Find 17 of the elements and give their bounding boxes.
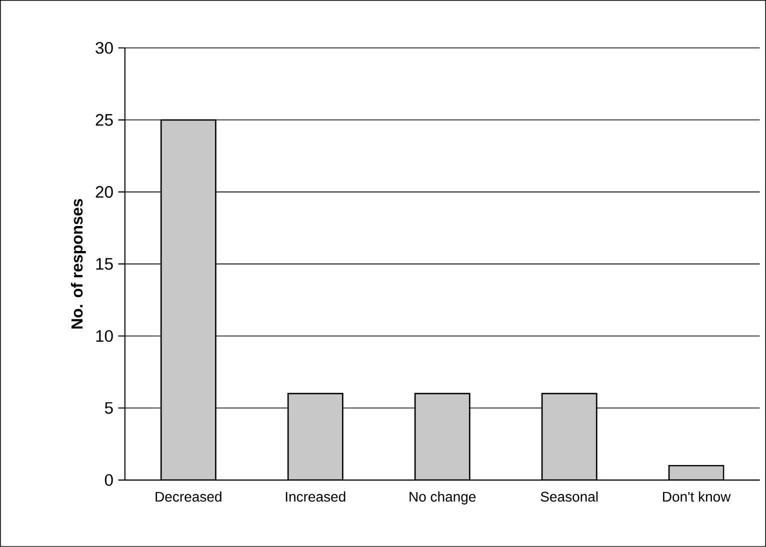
y-tick-label: 25: [96, 114, 113, 126]
bar: [160, 119, 216, 480]
y-tick-label: 5: [104, 402, 113, 414]
x-tick-label: Increased: [286, 491, 346, 502]
y-axis-title: No. of responses: [70, 198, 86, 329]
bar: [541, 392, 598, 480]
y-tick-label: 10: [96, 330, 113, 342]
y-tick-label: 20: [96, 186, 113, 198]
x-tick-label: Decreased: [156, 491, 222, 502]
x-tick-label: No change: [410, 491, 476, 504]
bar: [287, 392, 344, 480]
bar: [414, 392, 470, 480]
x-tick-label: Seasonal: [540, 491, 598, 502]
y-tick-label: 15: [96, 258, 113, 270]
x-tick-label: Don't know: [663, 491, 731, 502]
y-tick-label: 30: [96, 42, 113, 54]
y-tick-label: 0: [104, 474, 113, 486]
